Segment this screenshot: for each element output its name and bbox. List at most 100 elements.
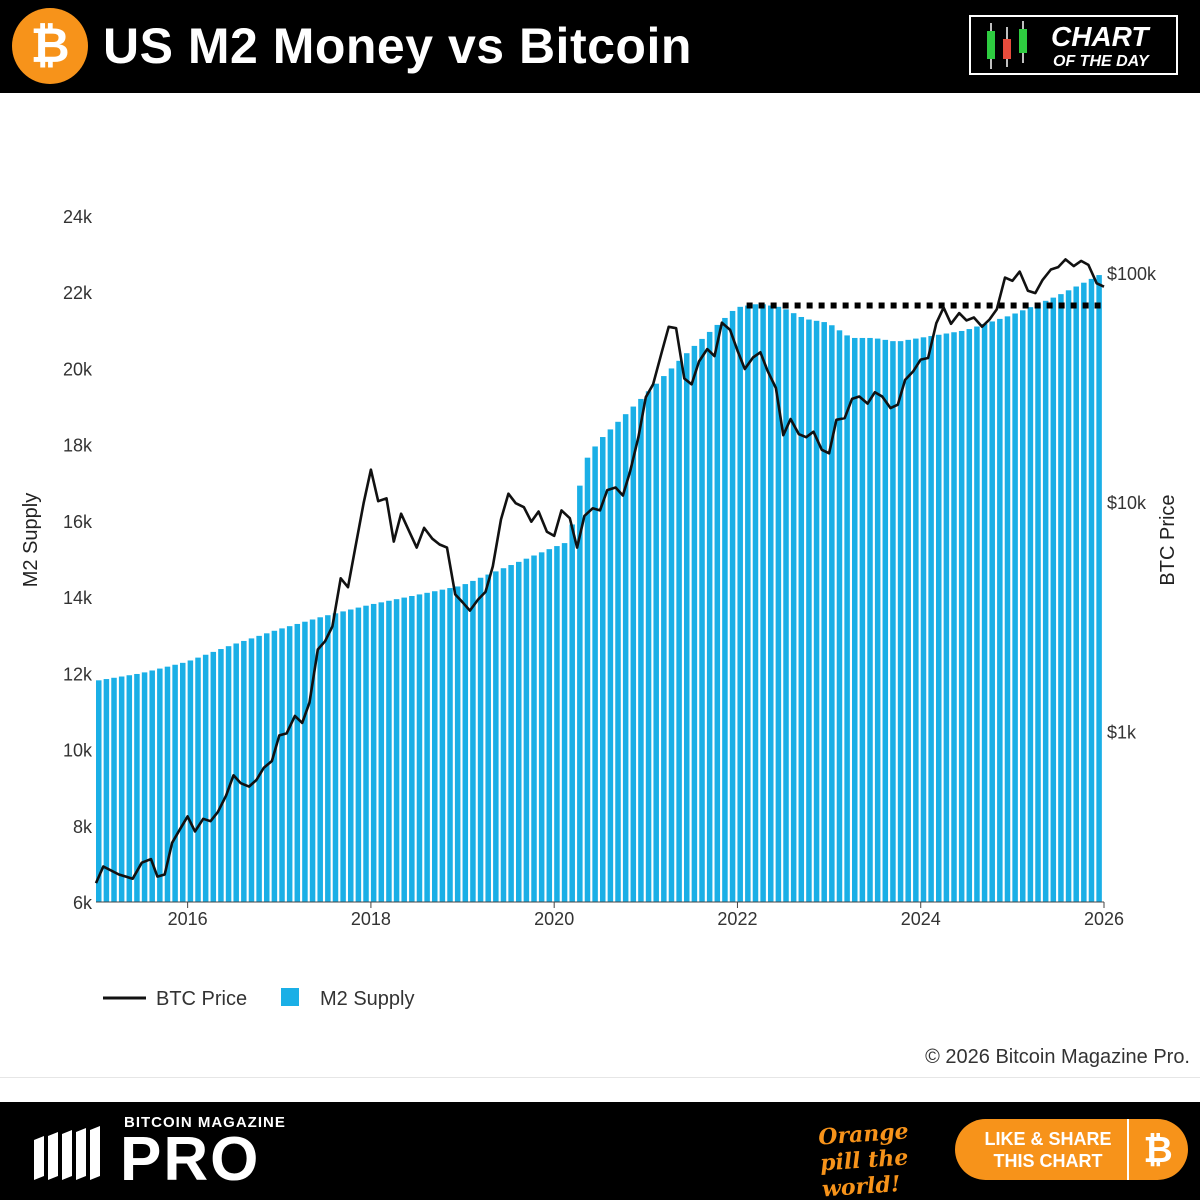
m2-bar	[248, 638, 255, 902]
m2-bar	[638, 398, 644, 902]
footer-bar: BITCOIN MAGAZINE PRO Orange pill the wor…	[0, 1102, 1200, 1202]
m2-bar	[523, 558, 530, 902]
header-bar: ₿ US M2 Money vs Bitcoin CHART OF THE DA…	[0, 0, 1200, 93]
y2-tick-label: $100k	[1107, 264, 1157, 284]
m2-bar	[378, 602, 385, 902]
y-tick-label: 24k	[63, 207, 93, 227]
m2-bar	[424, 592, 430, 902]
m2-bar	[286, 626, 293, 902]
x-tick-label: 2020	[534, 909, 574, 929]
m2-bar	[210, 651, 217, 902]
m2-bar	[393, 599, 400, 902]
m2-bar	[1027, 307, 1034, 902]
m2-bar	[126, 675, 133, 902]
m2-bar	[187, 660, 194, 902]
m2-bar	[233, 643, 239, 902]
m2-bar	[775, 306, 782, 902]
m2-bar	[1042, 300, 1049, 902]
m2-bar	[661, 376, 667, 902]
m2-bar	[103, 679, 110, 902]
m2-bar	[1004, 316, 1011, 902]
legend-m2-label: M2 Supply	[320, 988, 415, 1010]
m2-bar	[981, 323, 988, 902]
m2-bar	[241, 640, 247, 902]
m2-bar	[852, 337, 858, 902]
m2-bar	[516, 561, 522, 902]
x-tick-label: 2026	[1084, 909, 1124, 929]
brand-name: BITCOIN MAGAZINE	[124, 1114, 286, 1131]
badge-title: CHART	[1051, 21, 1149, 52]
m2-bar	[592, 446, 598, 902]
m2-bar	[370, 603, 377, 902]
m2-bar	[1050, 297, 1057, 902]
y-tick-label: 14k	[63, 588, 93, 608]
m2-bar	[1020, 310, 1026, 902]
m2-bar	[508, 565, 514, 902]
m2-bar	[447, 588, 453, 902]
tagline: Orange pill the world!	[817, 1118, 910, 1202]
like-share-button[interactable]: LIKE & SHARE THIS CHART ₿	[955, 1119, 1188, 1180]
m2-bar	[966, 329, 973, 902]
m2-bar	[355, 607, 362, 902]
m2-bar	[317, 617, 323, 902]
m2-bar	[202, 654, 209, 902]
m2-bar	[577, 485, 583, 902]
m2-vs-btc-chart: 6k 8k 10k 12k 14k 16k 18k 20k 22k 24k $1k $10k $100k…	[20, 207, 1179, 1010]
m2-bar	[500, 568, 507, 902]
m2-bar	[607, 429, 614, 902]
y-tick-label: 16k	[63, 512, 93, 532]
m2-bar	[752, 304, 759, 902]
m2-bar	[1012, 313, 1018, 902]
copyright-text: © 2026 Bitcoin Magazine Pro.	[925, 1046, 1190, 1068]
m2-bar	[401, 597, 407, 902]
y-axis-title: M2 Supply	[20, 493, 42, 588]
y-tick-label: 20k	[63, 359, 93, 379]
m2-bar	[951, 332, 957, 902]
m2-bar	[225, 646, 232, 902]
m2-bar	[844, 335, 850, 902]
m2-bar	[538, 552, 545, 902]
share-button-divider	[1127, 1119, 1129, 1180]
m2-bar	[905, 339, 911, 902]
m2-bar	[859, 337, 866, 902]
legend-m2-swatch	[281, 988, 299, 1006]
m2-bar	[195, 657, 201, 902]
chart-of-the-day-badge: CHART OF THE DAY	[969, 15, 1178, 75]
m2-bar	[477, 577, 484, 902]
m2-bar	[890, 341, 896, 902]
divider	[0, 1077, 1200, 1078]
m2-bar	[218, 649, 224, 902]
m2-bar	[615, 421, 621, 902]
m2-bar	[111, 677, 117, 902]
y-tick-label: 10k	[63, 741, 93, 761]
badge-subtitle: OF THE DAY	[1053, 53, 1149, 70]
m2-bar	[676, 360, 682, 902]
chart-area: 6k 8k 10k 12k 14k 16k 18k 20k 22k 24k $1k $10k $100k…	[0, 93, 1200, 1078]
m2-bar	[432, 591, 438, 902]
m2-bar	[829, 325, 835, 902]
bitcoin-magazine-logo-icon	[34, 1126, 100, 1180]
y2-tick-label: $10k	[1107, 493, 1147, 513]
x-tick-label: 2016	[168, 909, 208, 929]
candlestick-icon	[987, 21, 1027, 69]
m2-bar	[714, 324, 721, 902]
m2-bar	[493, 571, 499, 902]
btc-price-line	[94, 258, 1105, 884]
m2-bar	[96, 680, 102, 902]
m2-bar	[118, 676, 125, 902]
m2-bar	[760, 304, 766, 902]
m2-bar	[913, 338, 919, 903]
m2-bar	[699, 338, 705, 902]
bitcoin-logo-icon: ₿	[12, 8, 88, 84]
m2-bar	[997, 318, 1003, 902]
m2-bar	[928, 336, 934, 902]
m2-bar	[363, 605, 369, 902]
m2-bar	[279, 628, 285, 902]
m2-bar	[622, 414, 629, 902]
y-tick-label: 18k	[63, 436, 93, 456]
m2-bar	[340, 611, 346, 902]
m2-bar	[386, 600, 392, 902]
m2-bar	[271, 630, 278, 902]
m2-bar	[706, 331, 713, 902]
m2-bar	[1096, 275, 1102, 902]
